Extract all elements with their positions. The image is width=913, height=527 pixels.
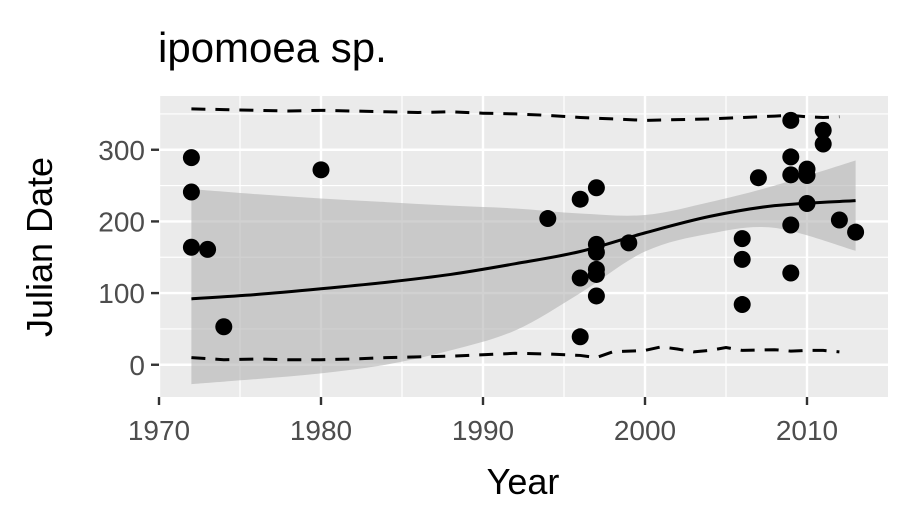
confidence-band (191, 160, 856, 385)
data-point (798, 167, 816, 185)
y-tick-label: 200 (98, 206, 145, 237)
data-point (733, 230, 751, 248)
x-tick-label: 1990 (452, 415, 514, 446)
data-point (539, 210, 557, 228)
upper-quantile-line (191, 107, 840, 122)
confidence-band-layer (191, 160, 856, 385)
data-point (571, 269, 589, 287)
data-point (182, 238, 200, 256)
data-point (782, 148, 800, 166)
data-point (587, 243, 605, 261)
data-point (814, 121, 832, 139)
y-axis: 0 100 200 300 (98, 135, 159, 381)
data-point (587, 179, 605, 197)
y-tick-label: 0 (129, 350, 145, 381)
data-point (749, 169, 767, 187)
x-axis-title: Year (487, 461, 560, 502)
y-tick-label: 300 (98, 135, 145, 166)
data-point (782, 111, 800, 129)
data-point (782, 216, 800, 234)
x-axis: 1970 1980 1990 2000 2010 (128, 397, 838, 446)
data-point (199, 240, 217, 258)
data-point (798, 195, 816, 212)
x-tick-label: 2000 (614, 415, 676, 446)
data-point (182, 183, 200, 201)
x-tick-label: 1980 (290, 415, 352, 446)
data-points (182, 111, 865, 346)
data-point (312, 161, 330, 179)
data-point (782, 264, 800, 282)
fit-line-layer (191, 199, 856, 301)
y-tick-label: 100 (98, 278, 145, 309)
data-point (182, 149, 200, 167)
data-point (782, 166, 800, 184)
x-tick-label: 2010 (776, 415, 838, 446)
data-point (733, 296, 751, 314)
data-point (571, 328, 589, 346)
fit-line (191, 199, 856, 301)
data-point (847, 223, 865, 241)
x-tick-label: 1970 (128, 415, 190, 446)
data-point (814, 135, 832, 153)
data-point (733, 250, 751, 268)
quantile-lines-layer (191, 107, 840, 362)
y-axis-title: Julian Date (19, 157, 60, 337)
data-point (587, 287, 605, 305)
data-point (620, 234, 638, 252)
data-point (587, 265, 605, 283)
data-point (215, 318, 233, 336)
data-point (830, 211, 848, 229)
data-point (571, 190, 589, 208)
chart-title: ipomoea sp. (158, 24, 387, 71)
